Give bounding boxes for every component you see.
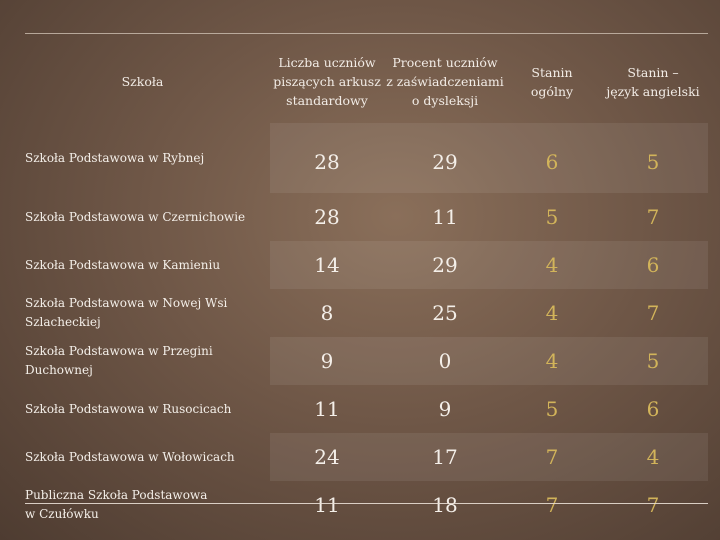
stanin-general-cell: 6 [506, 123, 598, 193]
school-name: Szkoła Podstawowa w Rybnej [25, 150, 205, 165]
stanin-english-cell: 7 [646, 493, 660, 517]
students-cell: 14 [270, 241, 384, 289]
header-dyslexia-line-3: o dysleksji [411, 93, 479, 108]
school-name-line-1: Publiczna Szkoła Podstawowa [25, 488, 208, 502]
table-row: Szkoła Podstawowa w Nowej Wsi Szlacheckie… [25, 289, 708, 337]
dyslexia-cell: 29 [384, 241, 506, 289]
table-row: Szkoła Podstawowa w Rybnej 28 29 6 5 [25, 123, 708, 193]
header-school-label: Szkoła [121, 74, 164, 89]
header-students-line-2: piszących arkusz [273, 74, 381, 89]
stanin-general-cell: 5 [545, 397, 559, 421]
school-name: Szkoła Podstawowa w Czernichowie [25, 209, 246, 224]
header-stanin-english-line-2: język angielski [606, 83, 700, 99]
stanin-general-cell: 4 [506, 337, 598, 385]
stanin-general-cell: 4 [545, 301, 559, 325]
stanin-general-cell: 7 [506, 433, 598, 481]
table-row: Szkoła Podstawowa w Czernichowie 28 11 5… [25, 193, 708, 241]
school-name: Szkoła Podstawowa w Wołowicach [25, 449, 235, 464]
stanin-english-cell: 5 [598, 123, 708, 193]
school-name-line-1: Szkoła Podstawowa w Nowej Wsi [25, 296, 228, 310]
stanin-general-cell: 4 [506, 241, 598, 289]
stanin-english-cell: 7 [646, 205, 660, 229]
header-students: Liczba uczniów piszących arkusz standard… [270, 40, 384, 123]
dyslexia-cell: 29 [384, 123, 506, 193]
table-row: Publiczna Szkoła Podstawowa w Czułówku 11… [25, 481, 708, 529]
header-dyslexia: Procent uczniów z zaświadczeniami o dysl… [384, 40, 506, 123]
school-name-cell: Szkoła Podstawowa w Czernichowie [25, 193, 270, 241]
stanin-english-cell: 4 [598, 433, 708, 481]
school-name-line-2: Szlacheckiej [25, 315, 101, 329]
dyslexia-cell: 0 [384, 337, 506, 385]
header-dyslexia-line-1: Procent uczniów [392, 55, 498, 70]
school-name-line-2: w Czułówku [25, 507, 99, 521]
students-cell: 9 [270, 337, 384, 385]
header-row: Szkoła Liczba uczniów piszących arkusz s… [25, 40, 708, 123]
header-students-line-3: standardowy [286, 93, 368, 108]
header-stanin-english: Stanin – język angielski [598, 40, 708, 123]
dyslexia-cell: 11 [432, 205, 458, 229]
table-row: Szkoła Podstawowa w Przegini Duchownej 9 … [25, 337, 708, 385]
students-cell: 11 [314, 397, 340, 421]
school-name-line-2: Duchownej [25, 363, 93, 377]
header-stanin-general: Stanin ogólny [506, 40, 598, 123]
school-name-cell: Szkoła Podstawowa w Kamieniu [25, 241, 270, 289]
school-name-cell: Szkoła Podstawowa w Rusocicach [25, 385, 270, 433]
results-table: Szkoła Liczba uczniów piszących arkusz s… [25, 40, 708, 529]
dyslexia-cell: 9 [438, 397, 452, 421]
header-students-line-1: Liczba uczniów [278, 55, 376, 70]
students-cell: 28 [314, 205, 340, 229]
stanin-english-cell: 6 [598, 241, 708, 289]
school-name-cell: Szkoła Podstawowa w Przegini Duchownej [25, 337, 270, 385]
school-name-cell: Publiczna Szkoła Podstawowa w Czułówku [25, 481, 270, 529]
stanin-general-cell: 7 [545, 493, 559, 517]
stanin-english-cell: 5 [598, 337, 708, 385]
header-dyslexia-line-2: z zaświadczeniami [386, 74, 504, 89]
school-name-line-1: Szkoła Podstawowa w Przegini [25, 344, 213, 358]
stanin-english-cell: 6 [646, 397, 660, 421]
students-cell: 11 [314, 493, 340, 517]
school-name: Szkoła Podstawowa w Rusocicach [25, 401, 232, 416]
dyslexia-cell: 17 [384, 433, 506, 481]
header-stanin-general-line-2: ogólny [530, 83, 574, 99]
students-cell: 28 [270, 123, 384, 193]
header-school: Szkoła [25, 40, 270, 123]
bottom-rule [25, 503, 708, 504]
school-name: Szkoła Podstawowa w Kamieniu [25, 257, 221, 272]
stanin-english-cell: 7 [646, 301, 660, 325]
header-stanin-english-line-1: Stanin – [627, 64, 679, 80]
top-rule [25, 33, 708, 34]
students-cell: 24 [270, 433, 384, 481]
students-cell: 8 [320, 301, 334, 325]
school-name-cell: Szkoła Podstawowa w Rybnej [25, 123, 270, 193]
school-name-cell: Szkoła Podstawowa w Nowej Wsi Szlacheckie… [25, 289, 270, 337]
table-row: Szkoła Podstawowa w Kamieniu 14 29 4 6 [25, 241, 708, 289]
header-stanin-general-line-1: Stanin [531, 64, 573, 80]
school-name-cell: Szkoła Podstawowa w Wołowicach [25, 433, 270, 481]
stanin-general-cell: 5 [545, 205, 559, 229]
table-row: Szkoła Podstawowa w Wołowicach 24 17 7 4 [25, 433, 708, 481]
dyslexia-cell: 25 [432, 301, 458, 325]
table-row: Szkoła Podstawowa w Rusocicach 11 9 5 6 [25, 385, 708, 433]
dyslexia-cell: 18 [432, 493, 458, 517]
